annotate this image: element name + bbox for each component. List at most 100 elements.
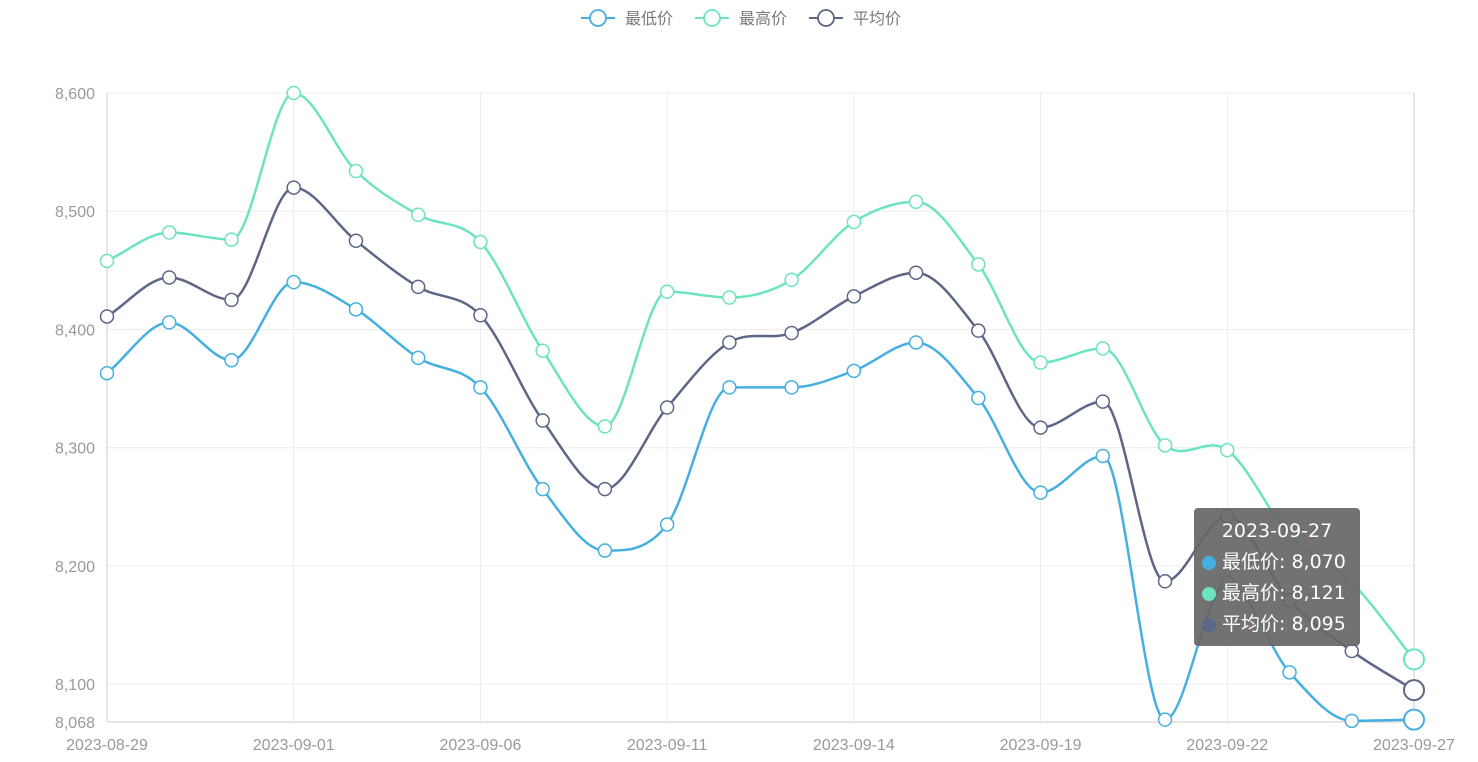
legend-item-0[interactable]: 最低价 <box>581 9 673 28</box>
xtick-label: 2023-09-11 <box>627 737 708 754</box>
data-point[interactable] <box>597 481 613 497</box>
data-point[interactable] <box>846 214 862 230</box>
ytick-label: 8,400 <box>55 322 95 339</box>
legend-item-1[interactable]: 最高价 <box>695 9 787 28</box>
data-point[interactable] <box>535 413 550 428</box>
data-point[interactable] <box>908 335 924 350</box>
data-point[interactable] <box>1403 648 1425 671</box>
data-point[interactable] <box>410 207 426 223</box>
data-point[interactable] <box>659 400 675 415</box>
data-point[interactable] <box>224 292 239 308</box>
data-point[interactable] <box>1403 708 1425 731</box>
data-point[interactable] <box>1095 341 1111 356</box>
legend-symbol <box>589 9 607 27</box>
data-point[interactable] <box>535 343 550 358</box>
data-point[interactable] <box>1282 665 1297 680</box>
data-point[interactable] <box>784 380 799 395</box>
data-point[interactable] <box>597 543 613 558</box>
data-point[interactable] <box>1033 355 1048 370</box>
tooltip-label-avg: 平均价: 8,095 <box>1222 613 1346 635</box>
data-point[interactable] <box>1344 643 1360 659</box>
data-point[interactable] <box>1157 574 1173 589</box>
data-point[interactable] <box>473 380 488 395</box>
legend[interactable]: 最低价 最高价 平均价 <box>581 9 901 28</box>
data-point[interactable] <box>908 265 924 280</box>
tooltip-row-max: 最高价: 8,121 <box>1194 578 1360 609</box>
data-point[interactable] <box>473 234 488 250</box>
ytick-label: 8,500 <box>55 204 95 221</box>
tooltip-label-max: 最高价: 8,121 <box>1222 582 1346 604</box>
data-point[interactable] <box>1157 712 1173 727</box>
legend-label: 最低价 <box>625 9 673 28</box>
xtick-label: 2023-09-06 <box>440 737 522 754</box>
tooltip-dot-min <box>1202 555 1216 570</box>
ytick-label: 8,100 <box>55 677 95 694</box>
data-point[interactable] <box>1033 485 1048 500</box>
data-point[interactable] <box>99 365 115 381</box>
data-point[interactable] <box>722 380 737 395</box>
data-point[interactable] <box>1403 679 1425 702</box>
data-point[interactable] <box>908 194 924 210</box>
data-point[interactable] <box>161 225 177 240</box>
series-points[interactable] <box>99 85 1425 731</box>
tooltip-dot-avg <box>1202 617 1216 632</box>
data-point[interactable] <box>846 363 862 379</box>
data-point[interactable] <box>1095 448 1111 464</box>
data-point[interactable] <box>971 323 986 338</box>
xtick-label: 2023-09-22 <box>1186 737 1268 754</box>
data-point[interactable] <box>784 325 799 341</box>
data-point[interactable] <box>1095 394 1111 409</box>
series-line-2 <box>106 186 1415 692</box>
data-point[interactable] <box>99 253 115 269</box>
tooltip-label-min: 最低价: 8,070 <box>1222 551 1346 573</box>
xtick-label: 2023-09-27 <box>1373 737 1455 754</box>
data-point[interactable] <box>99 309 115 324</box>
xtick-label: 2023-09-14 <box>813 737 895 754</box>
ytick-label: 8,068 <box>55 715 95 732</box>
data-point[interactable] <box>971 257 986 272</box>
data-point[interactable] <box>286 85 301 101</box>
data-point[interactable] <box>224 232 239 247</box>
data-point[interactable] <box>1220 442 1235 458</box>
legend-symbol <box>817 9 835 27</box>
data-point[interactable] <box>784 272 799 288</box>
data-point[interactable] <box>410 279 426 295</box>
tooltip-dot-max <box>1202 586 1216 601</box>
tooltip-row-min: 最低价: 8,070 <box>1194 547 1360 578</box>
legend-symbol <box>703 9 721 27</box>
data-point[interactable] <box>348 233 364 249</box>
data-point[interactable] <box>1344 713 1360 729</box>
data-point[interactable] <box>659 517 675 532</box>
legend-label: 最高价 <box>739 9 787 28</box>
data-point[interactable] <box>161 270 177 285</box>
axes: 8,068 8,100 8,200 8,300 8,400 8,500 8,600 2023-… <box>55 86 1455 754</box>
xtick-label: 2023-09-19 <box>1000 737 1082 754</box>
xtick-label: 2023-08-29 <box>66 737 148 754</box>
data-point[interactable] <box>659 284 675 299</box>
tooltip: 2023-09-27 最低价: 8,070 最高价: 8,121 平均价: 8,… <box>1194 508 1360 646</box>
data-point[interactable] <box>473 308 488 323</box>
series-line-1 <box>106 91 1415 661</box>
ytick-label: 8,200 <box>55 559 95 576</box>
xtick-label: 2023-09-01 <box>253 737 335 754</box>
data-point[interactable] <box>1033 420 1048 435</box>
tooltip-row-avg: 平均价: 8,095 <box>1194 609 1360 640</box>
data-point[interactable] <box>846 289 862 304</box>
data-point[interactable] <box>224 352 239 368</box>
data-point[interactable] <box>722 335 737 350</box>
data-point[interactable] <box>1157 438 1173 453</box>
data-point[interactable] <box>161 315 177 330</box>
data-point[interactable] <box>597 419 613 434</box>
tooltip-title: 2023-09-27 <box>1221 520 1333 542</box>
data-point[interactable] <box>286 274 301 290</box>
ytick-label: 8,600 <box>55 86 95 103</box>
data-point[interactable] <box>722 290 737 305</box>
data-point[interactable] <box>348 302 364 317</box>
data-point[interactable] <box>286 180 301 195</box>
data-point[interactable] <box>410 350 426 366</box>
data-point[interactable] <box>971 390 986 406</box>
data-point[interactable] <box>348 163 364 179</box>
legend-item-2[interactable]: 平均价 <box>809 9 901 28</box>
data-point[interactable] <box>535 481 550 497</box>
